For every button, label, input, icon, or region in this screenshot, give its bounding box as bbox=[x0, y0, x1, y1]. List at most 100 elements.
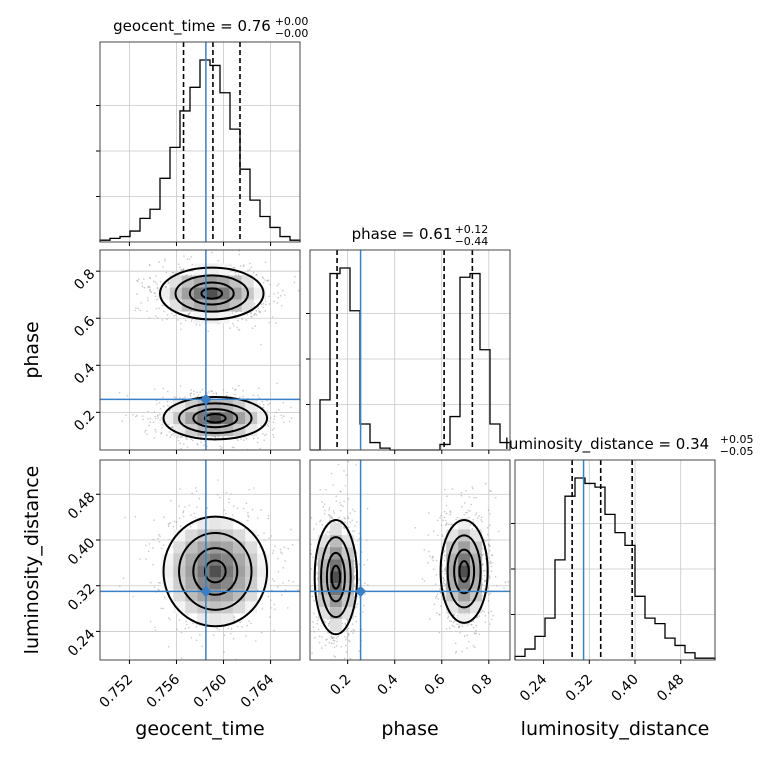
sample-point bbox=[322, 639, 324, 641]
sample-point bbox=[234, 271, 237, 274]
sample-point bbox=[344, 622, 347, 625]
sample-point bbox=[171, 312, 173, 315]
sample-point bbox=[268, 295, 270, 298]
sample-point bbox=[489, 549, 491, 552]
x-axis-label-luminosity_distance: luminosity_distance bbox=[521, 718, 710, 740]
sample-point bbox=[179, 385, 182, 387]
sample-point bbox=[442, 580, 445, 583]
sample-point bbox=[306, 495, 308, 497]
sample-point bbox=[437, 598, 440, 600]
sample-point bbox=[332, 484, 334, 486]
sample-point bbox=[347, 627, 350, 630]
sample-point bbox=[334, 656, 337, 658]
sample-point bbox=[444, 569, 446, 571]
sample-point bbox=[351, 530, 354, 532]
sample-point bbox=[275, 411, 278, 414]
sample-point bbox=[326, 531, 328, 533]
sample-point bbox=[231, 514, 234, 516]
sample-point bbox=[254, 325, 256, 327]
sample-point bbox=[357, 669, 359, 671]
sample-point bbox=[489, 562, 492, 565]
sample-point bbox=[220, 448, 222, 450]
sample-point bbox=[175, 314, 177, 316]
sample-point bbox=[275, 322, 277, 324]
sample-point bbox=[272, 421, 275, 423]
sample-point bbox=[257, 437, 259, 439]
density-cell bbox=[245, 541, 258, 554]
sample-point bbox=[211, 390, 213, 393]
sample-point bbox=[361, 611, 364, 613]
sample-point bbox=[174, 272, 177, 274]
sample-point bbox=[472, 644, 475, 647]
sample-point bbox=[277, 571, 280, 573]
sample-point bbox=[272, 549, 275, 552]
contour bbox=[188, 281, 235, 306]
sample-point bbox=[189, 393, 191, 395]
sample-point bbox=[192, 622, 194, 625]
sample-point bbox=[366, 507, 369, 510]
sample-point bbox=[255, 640, 257, 642]
sample-point bbox=[254, 313, 256, 315]
sample-point bbox=[236, 625, 239, 628]
sample-point bbox=[337, 661, 339, 663]
sample-point bbox=[167, 390, 169, 393]
sample-point bbox=[331, 637, 334, 640]
sample-point bbox=[206, 507, 209, 509]
sample-point bbox=[488, 524, 491, 527]
sample-point bbox=[217, 453, 219, 455]
sample-point bbox=[153, 280, 155, 283]
sample-point bbox=[152, 563, 154, 566]
sample-point bbox=[339, 509, 342, 512]
sample-point bbox=[257, 534, 259, 537]
sample-point bbox=[488, 575, 491, 577]
sample-point bbox=[235, 388, 237, 391]
sample-point bbox=[439, 605, 442, 607]
sample-point bbox=[166, 434, 168, 436]
sample-point bbox=[175, 396, 177, 399]
sample-point bbox=[340, 504, 342, 507]
sample-point bbox=[489, 560, 492, 563]
sample-point bbox=[346, 637, 348, 639]
sample-point bbox=[320, 647, 323, 649]
sample-point bbox=[277, 557, 279, 560]
sample-point bbox=[250, 312, 252, 315]
contour bbox=[313, 519, 359, 636]
sample-point bbox=[264, 434, 266, 437]
sample-point bbox=[259, 403, 261, 406]
sample-point bbox=[223, 651, 225, 653]
sample-point bbox=[281, 305, 283, 307]
sample-point bbox=[135, 415, 137, 418]
sample-point bbox=[265, 303, 267, 306]
sample-point bbox=[324, 509, 326, 512]
sample-point bbox=[252, 394, 255, 396]
sample-point bbox=[184, 506, 186, 508]
sample-point bbox=[163, 516, 165, 518]
sample-point bbox=[466, 512, 468, 514]
sample-point bbox=[305, 584, 307, 586]
histogram-step-luminosity_distance bbox=[514, 477, 716, 660]
sample-point bbox=[489, 538, 491, 541]
sample-point bbox=[153, 437, 156, 439]
sample-point bbox=[227, 627, 230, 630]
sample-point bbox=[196, 506, 198, 509]
sample-point bbox=[180, 631, 183, 634]
sample-point bbox=[153, 586, 156, 588]
sample-point bbox=[242, 389, 244, 392]
sample-point bbox=[159, 419, 161, 421]
sample-point bbox=[310, 517, 313, 519]
sample-point bbox=[247, 516, 250, 518]
panel-frame bbox=[309, 249, 511, 451]
contour bbox=[192, 408, 239, 429]
sample-point bbox=[324, 620, 326, 623]
sample-point bbox=[427, 561, 429, 564]
sample-point bbox=[179, 488, 181, 490]
sample-point bbox=[247, 270, 249, 272]
panel-frame bbox=[99, 249, 301, 451]
sample-point bbox=[448, 627, 451, 629]
sample-point bbox=[193, 393, 195, 396]
sample-point bbox=[290, 417, 293, 419]
sample-point bbox=[273, 427, 275, 430]
x-axis-label-phase: phase bbox=[381, 718, 438, 740]
sample-point bbox=[445, 519, 447, 522]
sample-point bbox=[287, 607, 289, 609]
